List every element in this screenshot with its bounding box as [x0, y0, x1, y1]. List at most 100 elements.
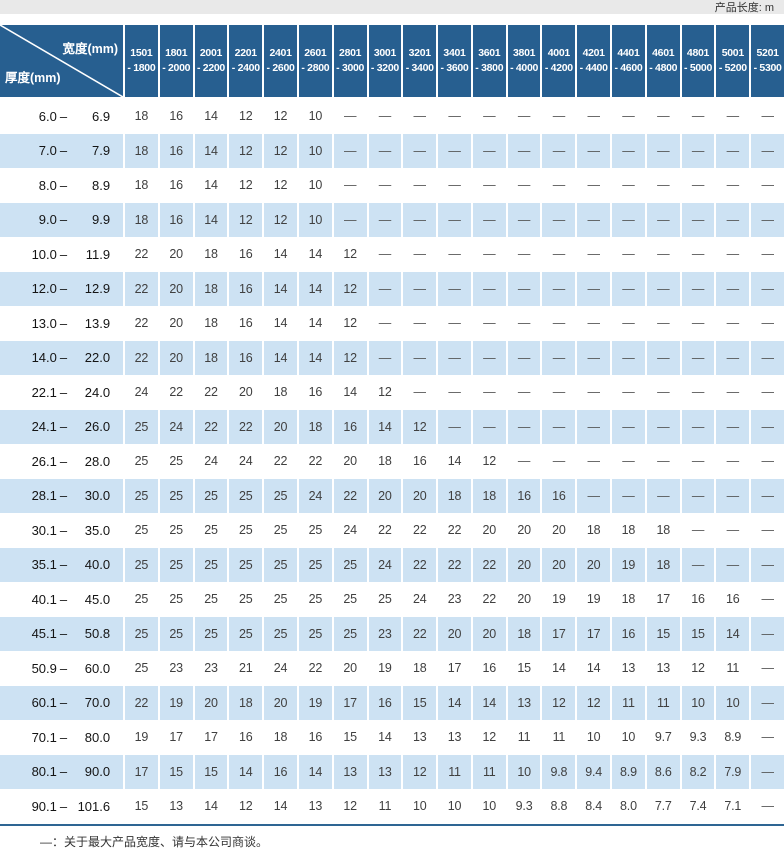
- thickness-range-label: 70.1–80.0: [0, 720, 123, 755]
- max-length-value: 23: [194, 651, 228, 686]
- empty-length-cell: —: [507, 99, 541, 134]
- max-length-value: 20: [507, 513, 541, 548]
- max-length-value: 8.8: [542, 789, 576, 824]
- max-length-value: 24: [333, 513, 367, 548]
- max-length-value: 24: [194, 444, 228, 479]
- max-length-value: 24: [264, 651, 297, 686]
- empty-length-cell: —: [438, 306, 471, 341]
- max-length-value: 10: [403, 789, 437, 824]
- empty-length-cell: —: [646, 133, 680, 168]
- max-length-value: 13: [368, 754, 402, 789]
- max-length-value: 22: [368, 513, 402, 548]
- max-length-value: 20: [368, 478, 402, 513]
- max-length-value: 20: [264, 685, 297, 720]
- width-axis-label: 宽度(mm): [62, 42, 118, 56]
- max-length-value: 25: [298, 582, 332, 617]
- thickness-axis-label: 厚度(mm): [5, 71, 61, 85]
- max-length-value: 8.6: [646, 754, 680, 789]
- empty-length-cell: —: [368, 271, 402, 306]
- max-length-value: 25: [194, 582, 228, 617]
- max-length-value: 18: [229, 685, 263, 720]
- width-range-header: 1501- 1800: [125, 25, 158, 97]
- empty-length-cell: —: [646, 306, 680, 341]
- max-length-value: 16: [229, 340, 263, 375]
- max-length-value: 16: [229, 271, 263, 306]
- width-range-header: 2001- 2200: [194, 25, 228, 97]
- empty-length-cell: —: [438, 409, 471, 444]
- max-length-value: 16: [159, 202, 193, 237]
- empty-length-cell: —: [542, 409, 576, 444]
- width-range-header: 4401- 4600: [612, 25, 645, 97]
- max-length-value: 12: [229, 99, 263, 134]
- max-length-value: 18: [125, 202, 158, 237]
- max-length-value: 25: [125, 616, 158, 651]
- max-length-value: 25: [264, 478, 297, 513]
- max-length-value: 20: [159, 340, 193, 375]
- max-length-value: 24: [229, 444, 263, 479]
- max-length-value: 25: [125, 651, 158, 686]
- max-length-value: 16: [264, 754, 297, 789]
- max-length-value: 14: [194, 133, 228, 168]
- max-length-value: 14: [542, 651, 576, 686]
- max-length-value: 16: [333, 409, 367, 444]
- max-length-value: 15: [646, 616, 680, 651]
- max-length-value: 9.4: [577, 754, 611, 789]
- empty-length-cell: —: [716, 375, 750, 410]
- max-length-value: 22: [403, 513, 437, 548]
- empty-length-cell: —: [368, 168, 402, 203]
- max-length-value: 22: [229, 409, 263, 444]
- empty-length-cell: —: [438, 133, 471, 168]
- empty-length-cell: —: [542, 99, 576, 134]
- empty-length-cell: —: [751, 444, 784, 479]
- empty-length-cell: —: [646, 444, 680, 479]
- empty-length-cell: —: [507, 409, 541, 444]
- empty-length-cell: —: [681, 168, 715, 203]
- empty-length-cell: —: [472, 133, 506, 168]
- max-length-value: 13: [612, 651, 645, 686]
- max-length-value: 18: [646, 513, 680, 548]
- max-length-value: 17: [577, 616, 611, 651]
- empty-length-cell: —: [368, 133, 402, 168]
- thickness-range-label: 90.1–101.6: [0, 789, 123, 824]
- max-length-value: 11: [472, 754, 506, 789]
- empty-length-cell: —: [368, 99, 402, 134]
- max-length-value: 24: [368, 547, 402, 582]
- max-length-value: 21: [229, 651, 263, 686]
- max-length-value: 22: [125, 237, 158, 272]
- max-length-value: 12: [229, 168, 263, 203]
- max-length-value: 20: [507, 582, 541, 617]
- max-length-value: 15: [403, 685, 437, 720]
- table-header-row: 宽度(mm) 厚度(mm) 1501- 1800 1801- 2000 2001- …: [0, 25, 784, 97]
- max-length-value: 12: [229, 789, 263, 824]
- empty-length-cell: —: [612, 202, 645, 237]
- max-length-value: 13: [333, 754, 367, 789]
- max-product-length-table: 宽度(mm) 厚度(mm) 1501- 1800 1801- 2000 2001- …: [0, 25, 784, 826]
- max-length-value: 25: [298, 547, 332, 582]
- max-length-value: 14: [264, 340, 297, 375]
- max-length-value: 12: [264, 202, 297, 237]
- max-length-value: 18: [264, 375, 297, 410]
- thickness-range-label: 22.1–24.0: [0, 375, 123, 410]
- max-length-value: 12: [333, 306, 367, 341]
- max-length-value: 22: [125, 271, 158, 306]
- empty-length-cell: —: [716, 237, 750, 272]
- max-length-value: 25: [333, 582, 367, 617]
- max-length-value: 14: [298, 754, 332, 789]
- empty-length-cell: —: [612, 271, 645, 306]
- max-length-value: 17: [646, 582, 680, 617]
- max-length-value: 25: [194, 478, 228, 513]
- max-length-value: 16: [159, 99, 193, 134]
- thickness-range-label: 24.1–26.0: [0, 409, 123, 444]
- max-length-value: 9.8: [542, 754, 576, 789]
- max-length-value: 22: [472, 547, 506, 582]
- max-length-value: 14: [472, 685, 506, 720]
- empty-length-cell: —: [368, 237, 402, 272]
- empty-length-cell: —: [612, 444, 645, 479]
- empty-length-cell: —: [403, 237, 437, 272]
- max-length-value: 25: [125, 582, 158, 617]
- empty-length-cell: —: [751, 616, 784, 651]
- max-length-value: 14: [716, 616, 750, 651]
- max-length-value: 10: [298, 133, 332, 168]
- max-length-value: 12: [264, 99, 297, 134]
- footnote: —：关于最大产品宽度、请与本公司商谈。: [40, 834, 269, 849]
